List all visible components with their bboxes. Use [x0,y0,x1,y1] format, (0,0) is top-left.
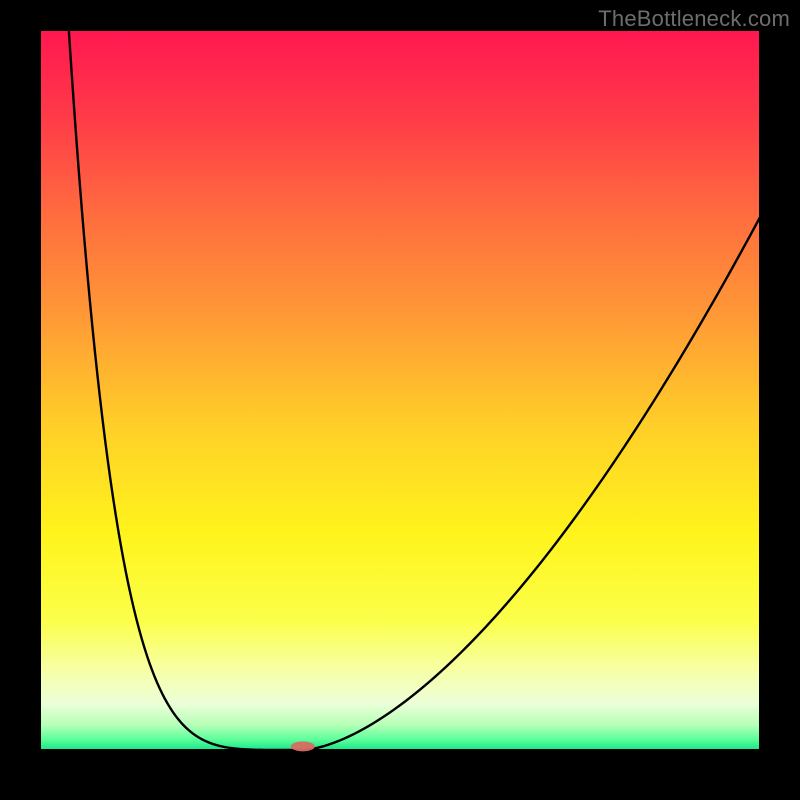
chart-svg [0,0,800,800]
plot-area [40,30,760,750]
watermark-text: TheBottleneck.com [598,6,790,32]
chart-container: TheBottleneck.com [0,0,800,800]
min-marker [291,741,315,751]
